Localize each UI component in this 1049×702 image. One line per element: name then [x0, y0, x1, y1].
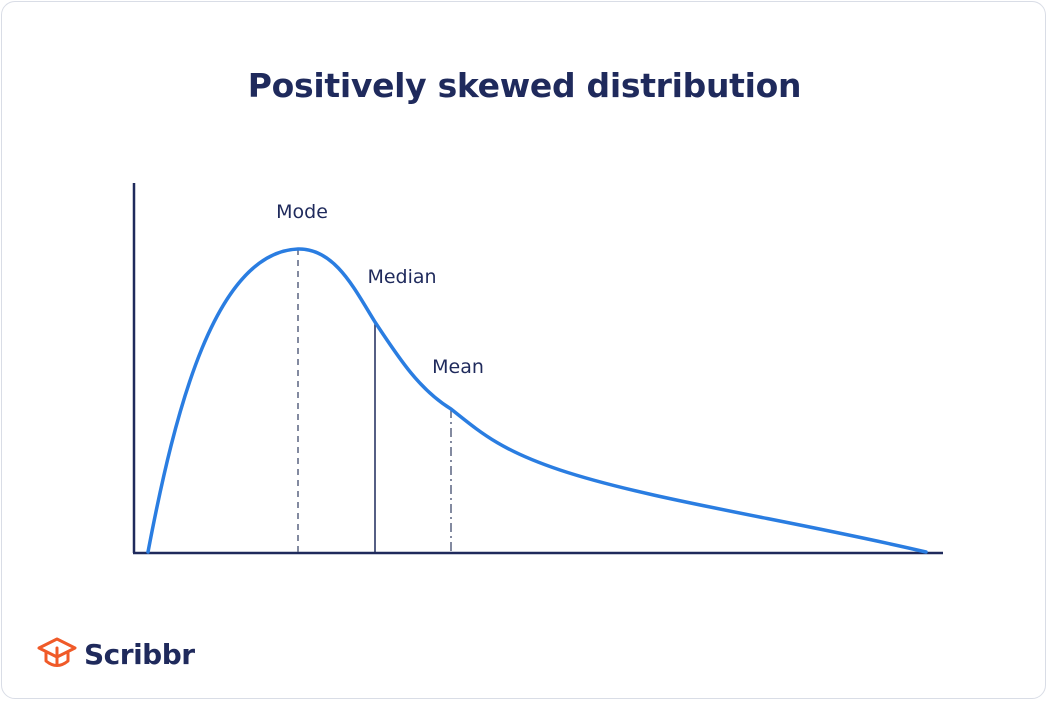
scribbr-logo[interactable]: Scribbr — [36, 634, 195, 674]
graduation-cap-logo-icon — [37, 637, 77, 667]
diagram-title: Positively skewed distribution — [247, 66, 802, 105]
mode-label: Mode — [276, 201, 328, 223]
mean-label: Mean — [432, 356, 484, 378]
median-label: Median — [367, 266, 436, 288]
distribution-curve — [146, 247, 928, 554]
brand-name: Scribbr — [84, 637, 195, 671]
